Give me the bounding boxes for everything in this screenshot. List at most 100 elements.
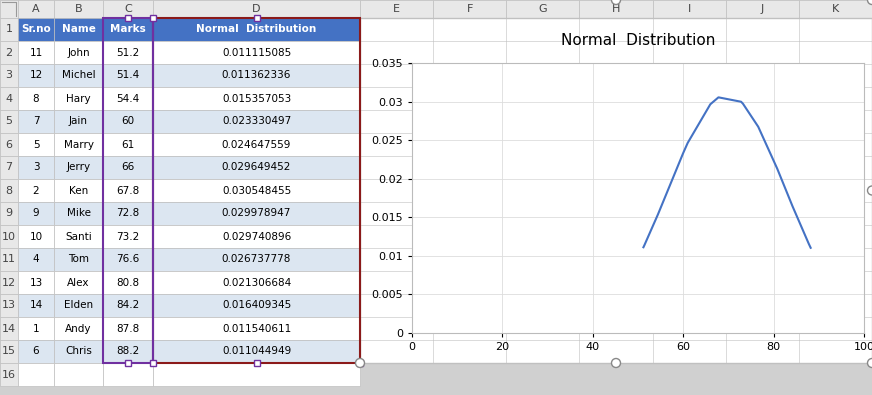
Text: 0.015357053: 0.015357053 (221, 94, 291, 103)
Text: 3: 3 (5, 70, 12, 81)
Bar (54, 110, 103, 133)
Text: G: G (539, 4, 547, 14)
Bar (153, 202, 360, 225)
Bar (150, 15, 156, 21)
Bar (18, 271, 54, 294)
Text: I: I (687, 4, 691, 14)
Bar (18, 133, 54, 156)
Text: 73.2: 73.2 (116, 231, 140, 241)
Circle shape (868, 359, 872, 367)
Text: 54.4: 54.4 (116, 94, 140, 103)
Text: 67.8: 67.8 (116, 186, 140, 196)
Bar (0, 133, 18, 156)
Text: 7: 7 (5, 162, 12, 173)
Text: Name: Name (62, 24, 95, 34)
Bar (103, 133, 153, 156)
Text: 6: 6 (32, 346, 39, 357)
Bar (18, 248, 54, 271)
Bar (0, 294, 18, 317)
Bar (103, 271, 153, 294)
Text: E: E (393, 4, 400, 14)
Bar (103, 294, 153, 317)
Bar (103, 248, 153, 271)
Bar (18, 87, 54, 110)
Bar (18, 317, 54, 340)
Bar (150, 360, 156, 366)
Text: 11: 11 (2, 254, 16, 265)
Bar (0, 340, 18, 363)
Bar (18, 156, 54, 179)
Bar (0, 156, 18, 179)
Text: 7: 7 (32, 117, 39, 126)
Bar (153, 110, 360, 133)
Bar (54, 87, 103, 110)
Text: Tom: Tom (68, 254, 89, 265)
Text: Mike: Mike (66, 209, 91, 218)
Bar (103, 18, 153, 363)
Text: 13: 13 (30, 278, 43, 288)
Text: H: H (612, 4, 620, 14)
Bar (652, 0, 726, 18)
Bar (18, 225, 54, 248)
Text: Jerry: Jerry (66, 162, 91, 173)
Text: 0.011044949: 0.011044949 (221, 346, 291, 357)
Bar (0, 179, 18, 202)
Bar (799, 0, 872, 18)
Text: 4: 4 (5, 94, 12, 103)
Bar (153, 179, 360, 202)
Circle shape (611, 359, 621, 367)
Bar (0, 64, 18, 87)
Text: 8: 8 (32, 94, 39, 103)
Bar (433, 0, 507, 18)
Text: 0.023330497: 0.023330497 (221, 117, 291, 126)
Bar (153, 363, 360, 386)
Text: 14: 14 (2, 324, 16, 333)
Text: 1: 1 (32, 324, 39, 333)
Bar (254, 360, 260, 366)
Bar (54, 294, 103, 317)
Bar (103, 225, 153, 248)
Bar (54, 317, 103, 340)
Text: 80.8: 80.8 (117, 278, 140, 288)
Text: Elden: Elden (64, 301, 93, 310)
Text: C: C (124, 4, 132, 14)
Bar (103, 156, 153, 179)
Bar (54, 133, 103, 156)
Text: Santi: Santi (65, 231, 92, 241)
Text: 61: 61 (121, 139, 134, 149)
Text: 0.011115085: 0.011115085 (221, 47, 291, 58)
Bar (579, 0, 652, 18)
Text: 9: 9 (5, 209, 12, 218)
Bar (0, 317, 18, 340)
Text: 13: 13 (2, 301, 16, 310)
Bar (54, 248, 103, 271)
Bar (103, 18, 153, 41)
Bar (54, 202, 103, 225)
Bar (507, 0, 579, 18)
Text: 16: 16 (2, 369, 16, 380)
Text: Alex: Alex (67, 278, 90, 288)
Bar (54, 0, 103, 18)
Bar (18, 41, 54, 64)
Bar (0, 110, 18, 133)
Text: 0.026737778: 0.026737778 (221, 254, 291, 265)
Bar (0, 87, 18, 110)
Bar (54, 41, 103, 64)
Text: F: F (467, 4, 473, 14)
Bar (360, 18, 872, 363)
Bar (0, 225, 18, 248)
Text: 0.029740896: 0.029740896 (221, 231, 291, 241)
Text: Normal  Distribution: Normal Distribution (561, 33, 715, 48)
Text: 2: 2 (32, 186, 39, 196)
Text: D: D (252, 4, 261, 14)
Text: 88.2: 88.2 (116, 346, 140, 357)
Bar (103, 110, 153, 133)
Circle shape (611, 0, 621, 4)
Text: 1: 1 (5, 24, 12, 34)
Text: 2: 2 (5, 47, 12, 58)
Text: 12: 12 (2, 278, 16, 288)
Bar (153, 225, 360, 248)
Text: 14: 14 (30, 301, 43, 310)
Bar (18, 294, 54, 317)
Circle shape (356, 359, 364, 367)
